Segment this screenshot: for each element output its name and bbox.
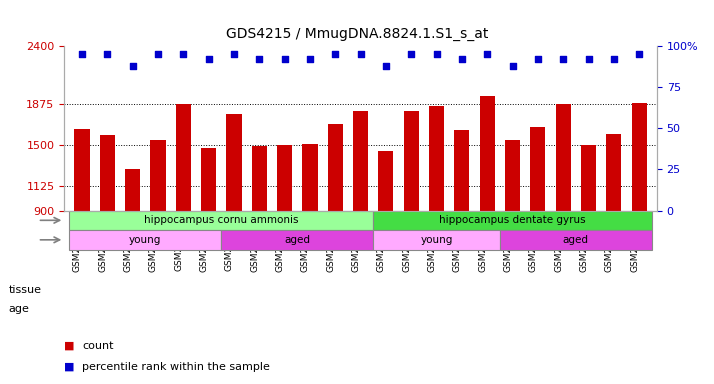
Bar bbox=[403, 111, 419, 210]
Bar bbox=[125, 169, 140, 210]
Point bbox=[583, 56, 594, 62]
Text: hippocampus dentate gyrus: hippocampus dentate gyrus bbox=[439, 215, 585, 225]
Point bbox=[608, 56, 620, 62]
Bar bbox=[74, 129, 89, 210]
Text: GDS4215 / MmugDNA.8824.1.S1_s_at: GDS4215 / MmugDNA.8824.1.S1_s_at bbox=[226, 27, 488, 41]
Bar bbox=[378, 151, 393, 210]
Point bbox=[633, 51, 645, 57]
Point bbox=[228, 51, 240, 57]
Text: aged: aged bbox=[563, 235, 589, 245]
Text: young: young bbox=[129, 235, 161, 245]
Bar bbox=[226, 114, 241, 210]
Bar bbox=[353, 111, 368, 210]
Bar bbox=[500, 230, 652, 250]
Text: young: young bbox=[421, 235, 453, 245]
Bar bbox=[69, 230, 221, 250]
Bar bbox=[505, 140, 520, 210]
Point bbox=[532, 56, 543, 62]
Bar bbox=[151, 140, 166, 210]
Bar bbox=[429, 106, 444, 210]
Bar bbox=[251, 146, 267, 210]
Point bbox=[380, 63, 391, 69]
Point bbox=[178, 51, 189, 57]
Point bbox=[330, 51, 341, 57]
Bar bbox=[221, 230, 373, 250]
Bar bbox=[302, 144, 318, 210]
Text: tissue: tissue bbox=[9, 285, 41, 295]
Point bbox=[431, 51, 442, 57]
Point bbox=[507, 63, 518, 69]
Point bbox=[558, 56, 569, 62]
Point bbox=[101, 51, 113, 57]
Text: hippocampus cornu ammonis: hippocampus cornu ammonis bbox=[144, 215, 298, 225]
Bar bbox=[373, 230, 500, 250]
Bar bbox=[373, 210, 652, 230]
Bar bbox=[100, 135, 115, 210]
Text: ■: ■ bbox=[64, 341, 75, 351]
Bar bbox=[632, 103, 647, 210]
Point bbox=[127, 63, 139, 69]
Bar bbox=[606, 134, 621, 210]
Text: age: age bbox=[9, 304, 29, 314]
Bar bbox=[201, 148, 216, 210]
Bar bbox=[480, 96, 495, 210]
Point bbox=[406, 51, 417, 57]
Bar bbox=[328, 124, 343, 210]
Text: percentile rank within the sample: percentile rank within the sample bbox=[82, 362, 270, 372]
Bar bbox=[531, 127, 545, 210]
Point bbox=[481, 51, 493, 57]
Bar bbox=[555, 104, 570, 210]
Text: aged: aged bbox=[284, 235, 311, 245]
Text: ■: ■ bbox=[64, 362, 75, 372]
Point bbox=[152, 51, 164, 57]
Bar bbox=[69, 210, 373, 230]
Bar bbox=[581, 145, 596, 210]
Bar bbox=[176, 104, 191, 210]
Point bbox=[304, 56, 316, 62]
Bar bbox=[277, 145, 292, 210]
Point bbox=[279, 56, 291, 62]
Point bbox=[253, 56, 265, 62]
Bar bbox=[454, 130, 470, 210]
Point bbox=[203, 56, 214, 62]
Point bbox=[456, 56, 468, 62]
Point bbox=[76, 51, 88, 57]
Text: count: count bbox=[82, 341, 114, 351]
Point bbox=[355, 51, 366, 57]
